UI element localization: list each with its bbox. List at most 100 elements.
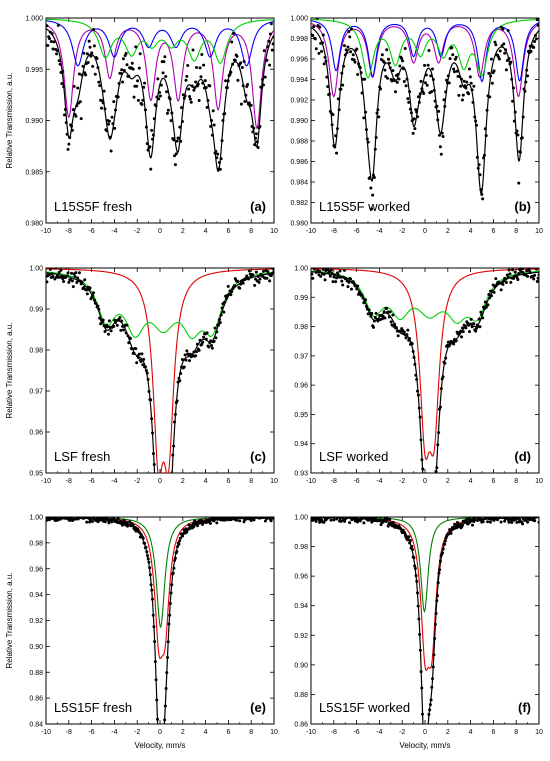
y-tick-label: 0.93 (294, 471, 308, 478)
x-tick-label: 6 (226, 228, 230, 235)
data-point (338, 269, 342, 273)
data-point (109, 329, 113, 333)
data-point (526, 274, 530, 278)
x-tick-label: 6 (491, 729, 495, 736)
data-point (416, 95, 420, 99)
data-point (64, 268, 68, 269)
data-point (70, 279, 74, 283)
panel-letter: (a) (250, 199, 266, 214)
data-point (519, 513, 522, 516)
data-point (216, 152, 220, 156)
data-point (423, 81, 427, 85)
x-tick-label: -2 (399, 729, 405, 736)
data-point (535, 18, 539, 22)
data-point (76, 86, 80, 90)
data-point (469, 81, 473, 85)
data-point (98, 84, 102, 88)
data-point (507, 268, 511, 272)
data-point (90, 519, 94, 523)
data-point (329, 513, 332, 516)
data-point (113, 126, 117, 130)
data-point (404, 84, 408, 88)
data-point (322, 520, 326, 524)
data-point (246, 82, 250, 86)
data-point (406, 97, 410, 101)
panel-letter: (e) (250, 700, 266, 715)
data-point (195, 66, 199, 70)
data-point (340, 513, 343, 516)
data-point (149, 167, 153, 171)
data-point (318, 25, 322, 29)
panel-letter: (d) (514, 449, 531, 464)
total-fit-curve (46, 272, 274, 473)
x-tick-label: 8 (514, 729, 518, 736)
data-point (271, 42, 274, 46)
data-point (534, 37, 538, 41)
data-point (59, 268, 63, 272)
data-point (160, 530, 163, 533)
data-point (426, 508, 429, 511)
data-point (92, 28, 96, 32)
data-point (400, 56, 404, 60)
x-tick-label: 2 (446, 228, 450, 235)
data-point (185, 349, 189, 353)
data-point (442, 98, 446, 102)
data-point (194, 354, 198, 358)
data-point (348, 35, 352, 39)
data-point (362, 521, 366, 525)
data-point (51, 47, 55, 51)
data-point (414, 108, 418, 112)
data-point (62, 279, 66, 283)
data-point (89, 517, 93, 518)
panel-letter: (f) (518, 700, 531, 715)
data-point (516, 278, 520, 282)
data-point (536, 276, 539, 280)
data-point (457, 93, 461, 97)
data-point (110, 115, 114, 119)
data-point (175, 139, 179, 143)
data-point (70, 517, 73, 518)
data-point (91, 64, 95, 68)
data-point (121, 57, 125, 61)
data-point (425, 505, 428, 508)
data-point (383, 68, 387, 72)
data-point (207, 345, 211, 349)
data-point (452, 342, 456, 346)
data-point (118, 315, 122, 319)
data-point (406, 328, 410, 332)
data-point (401, 59, 405, 63)
x-tick-label: -8 (66, 228, 72, 235)
data-point (180, 106, 184, 110)
data-point (132, 95, 136, 99)
data-point (252, 268, 255, 269)
data-point (139, 360, 143, 364)
data-point (128, 520, 132, 524)
data-point (346, 285, 350, 289)
data-point (353, 60, 357, 64)
x-tick-label: -6 (88, 228, 94, 235)
data-point (505, 514, 508, 517)
data-point (236, 78, 240, 82)
data-point (386, 76, 390, 80)
data-point (107, 119, 111, 123)
data-point (162, 528, 165, 531)
y-tick-label: 1.00 (294, 266, 308, 273)
x-tick-label: 6 (226, 478, 230, 485)
data-point (355, 47, 359, 51)
data-point (423, 754, 426, 757)
data-point (332, 513, 335, 516)
data-point (313, 37, 317, 41)
y-tick-label: 0.94 (294, 441, 308, 448)
data-point (385, 48, 389, 52)
data-point (184, 358, 188, 362)
data-point (232, 31, 236, 35)
x-tick-label: -4 (376, 729, 382, 736)
data-point (321, 268, 325, 271)
data-point (374, 517, 378, 520)
data-point (389, 320, 393, 324)
data-point (534, 264, 537, 267)
data-point (197, 99, 201, 103)
data-point (454, 55, 458, 59)
data-point (92, 291, 96, 295)
component-curve-doublet (46, 268, 274, 473)
